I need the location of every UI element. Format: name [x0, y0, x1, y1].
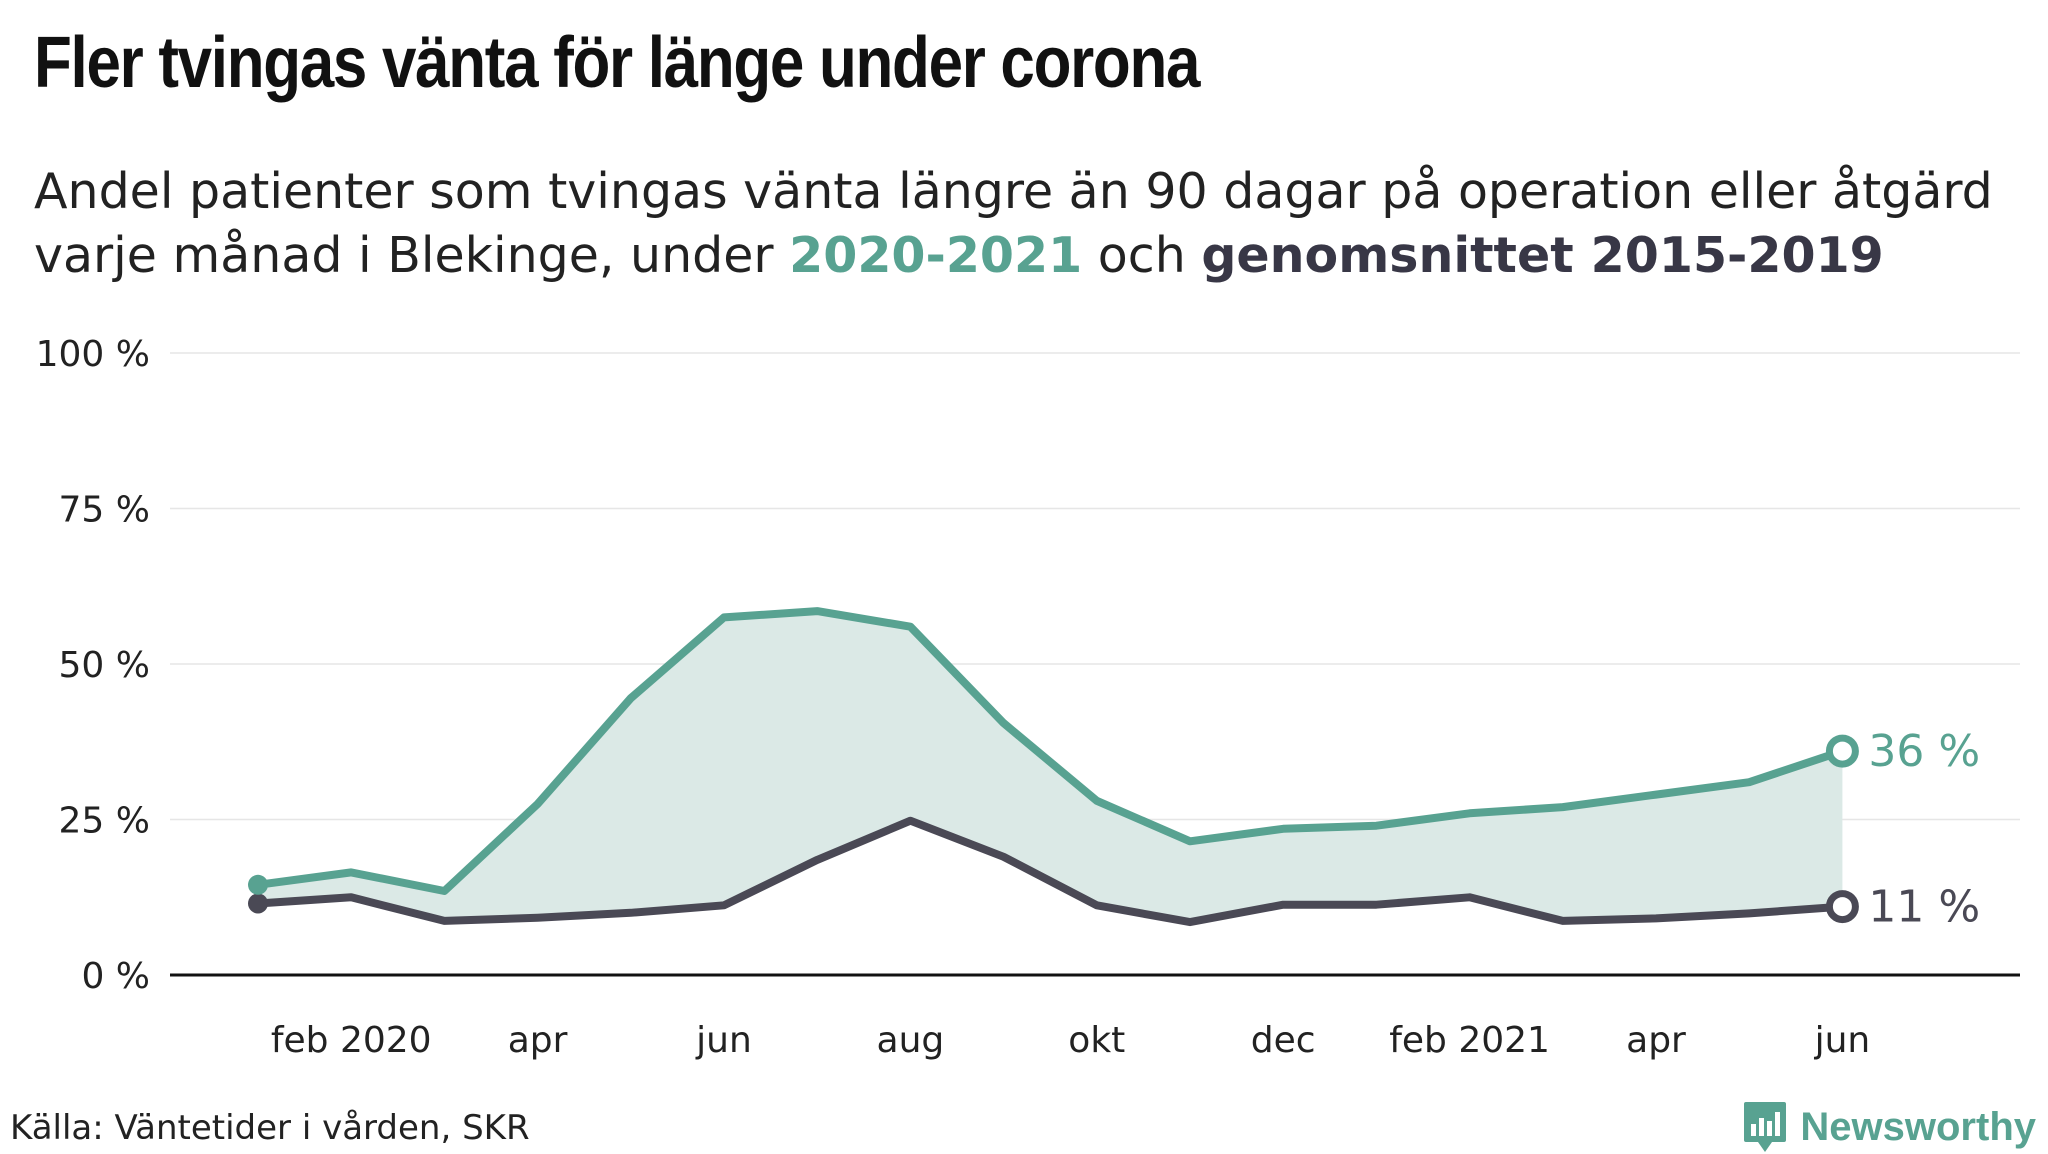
subtitle-conjunction: och: [1082, 227, 1202, 284]
series-average-2015-2019-end-marker: [1825, 890, 1859, 924]
series-2020-2021-start-marker: [248, 874, 268, 895]
x-tick-label: okt: [1068, 1020, 1125, 1061]
series-average-2015-2019-end-label: 11 %: [1868, 882, 1980, 933]
series-2020-2021-end-marker: [1825, 734, 1859, 768]
x-tick-label: jun: [1814, 1020, 1871, 1061]
chart-title: Fler tvingas vänta för länge under coron…: [34, 23, 1200, 103]
subtitle-highlight-average: genomsnittet 2015-2019: [1201, 227, 1884, 284]
x-tick-label: dec: [1251, 1020, 1316, 1061]
brand-name: Newsworthy: [1800, 1104, 2036, 1149]
subtitle-text: Andel patienter som tvingas vänta längre…: [34, 163, 1993, 284]
series-average-2015-2019-start-marker: [248, 893, 268, 914]
newsworthy-logo-icon: [1744, 1102, 1787, 1152]
series-average-2015-2019-line: [254, 816, 1847, 927]
y-tick-label: 100 %: [36, 334, 150, 375]
subtitle-highlight-2020-2021: 2020-2021: [789, 227, 1083, 284]
y-tick-label: 0 %: [81, 956, 150, 997]
x-tick-label: apr: [1626, 1020, 1686, 1061]
x-tick-label: aug: [877, 1020, 945, 1061]
x-tick-label: feb 2020: [271, 1020, 432, 1061]
x-tick-label: apr: [508, 1020, 568, 1061]
x-tick-label: feb 2021: [1389, 1020, 1550, 1061]
y-tick-label: 25 %: [59, 801, 150, 842]
x-tick-label: jun: [695, 1020, 752, 1061]
y-tick-label: 50 %: [59, 645, 150, 686]
series-2020-2021-line: [254, 607, 1847, 895]
y-tick-label: 75 %: [59, 490, 150, 531]
series-2020-2021-end-label: 36 %: [1868, 726, 1980, 777]
chart-subtitle: Andel patienter som tvingas vänta längre…: [34, 160, 2044, 288]
source-note: Källa: Väntetider i vården, SKR: [10, 1108, 530, 1148]
brand-logo: Newsworthy: [1742, 1100, 2036, 1154]
